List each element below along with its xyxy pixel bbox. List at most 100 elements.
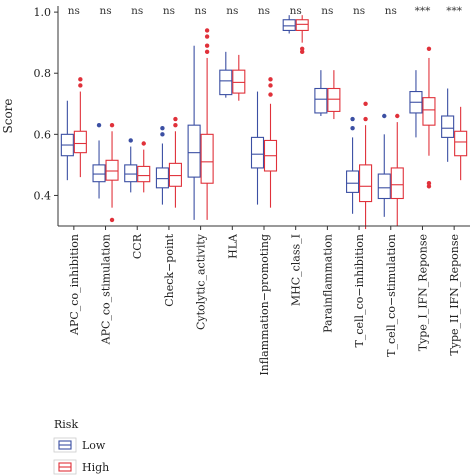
box-iqr [200, 133, 214, 184]
outlier-point [350, 126, 355, 131]
outlier-point [268, 77, 273, 82]
significance-label: ns [163, 5, 175, 17]
box-iqr [250, 136, 265, 169]
box-iqr [124, 164, 138, 183]
box-iqr [219, 69, 233, 96]
outlier-point [109, 217, 115, 223]
box-iqr [359, 164, 373, 203]
box-low [377, 113, 391, 217]
outlier-point [426, 184, 432, 189]
x-tick-label: APC_co_inhibition [68, 234, 81, 336]
significance-label: ns [68, 5, 80, 17]
box-iqr [454, 130, 468, 157]
box-iqr [137, 165, 151, 183]
box-high [422, 46, 436, 189]
legend-label-high: High [82, 461, 109, 474]
box-low [441, 88, 455, 162]
box-iqr [232, 69, 246, 94]
box-high [327, 70, 341, 120]
y-tick-label: 0.8 [34, 67, 52, 80]
x-tick-label: APC_co_stimulation [100, 234, 113, 345]
outlier-point [128, 138, 133, 143]
box-low [409, 70, 423, 138]
legend-label-low: Low [82, 439, 106, 452]
significance-label: ns [353, 5, 365, 17]
box-high [263, 77, 278, 208]
outlier-point [204, 28, 210, 33]
box-high [232, 54, 246, 101]
significance-label: ns [195, 5, 207, 17]
box-low [92, 122, 106, 199]
box-high [200, 28, 214, 220]
x-tick-label: T_cell_co−inhibition [353, 234, 366, 347]
box-iqr [314, 87, 328, 114]
outlier-point [173, 116, 178, 122]
significance-label: *** [415, 5, 432, 17]
box-low [219, 51, 233, 98]
box-iqr [295, 19, 309, 31]
x-axis: APC_co_inhibition APC_co_stimulation CCR Ch… [58, 225, 470, 376]
box-iqr [187, 124, 201, 178]
outlier-point [204, 49, 210, 55]
box-high [168, 116, 182, 208]
box-low [346, 116, 360, 214]
outlier-point [299, 49, 305, 55]
outlier-point [268, 83, 273, 88]
significance-label: ns [131, 5, 143, 17]
y-tick-label: 1.0 [34, 6, 52, 19]
box-high [454, 106, 468, 181]
box-low [314, 70, 328, 116]
x-tick-label: Type_II_IFN_Reponse [448, 234, 461, 356]
box-high [390, 113, 404, 226]
outlier-point [426, 181, 432, 186]
outlier-point [204, 34, 210, 39]
box-low [124, 138, 138, 193]
legend: Risk Low High [53, 418, 109, 475]
x-tick-label: HLA [226, 233, 239, 259]
significance-label: ns [226, 5, 238, 17]
box-high [73, 77, 87, 178]
outlier-point [78, 77, 83, 82]
outlier-point [96, 122, 102, 128]
outlier-point [268, 92, 273, 97]
y-tick-label: 0.6 [34, 128, 52, 141]
x-tick-label: T_cell_co−stimulation [385, 234, 398, 357]
box-iqr [155, 167, 169, 189]
box-iqr [73, 130, 87, 154]
y-axis-title: Score [1, 98, 15, 133]
x-tick-label: MHC_class_I [290, 234, 303, 306]
outlier-point [350, 116, 355, 122]
box-iqr [92, 164, 106, 183]
box-low [250, 91, 265, 205]
box-iqr [105, 159, 119, 181]
box-iqr [390, 167, 404, 200]
outlier-point [363, 101, 368, 106]
outlier-point [173, 122, 178, 128]
outlier-point [204, 43, 210, 48]
box-low [282, 15, 296, 34]
box-low [187, 45, 201, 220]
x-tick-label: Cytolytic_activity [195, 233, 208, 330]
significance-label: ns [321, 5, 333, 17]
box-iqr [168, 162, 182, 187]
x-tick-label: Inflammation−promoting [258, 234, 271, 376]
outlier-point [109, 122, 115, 128]
outlier-point [363, 116, 368, 122]
box-high [105, 122, 119, 223]
box-iqr [346, 170, 360, 193]
outlier-point [160, 132, 165, 137]
box-high [359, 101, 373, 230]
outlier-point [160, 126, 165, 131]
plot-area: ns ns ns ns ns ns ns ns ns ns ns *** *** [60, 5, 468, 230]
box-iqr [327, 87, 341, 112]
significance-label: ns [385, 5, 397, 17]
x-tick-label: CCR [131, 233, 144, 259]
outlier-point [141, 141, 146, 146]
box-low [60, 100, 74, 181]
significance-label: ns [258, 5, 270, 17]
y-axis: 0.4 0.6 0.8 1.0 [34, 6, 59, 226]
significance-label: ns [99, 5, 111, 17]
significance-label: *** [446, 5, 463, 17]
box-iqr [441, 115, 455, 138]
